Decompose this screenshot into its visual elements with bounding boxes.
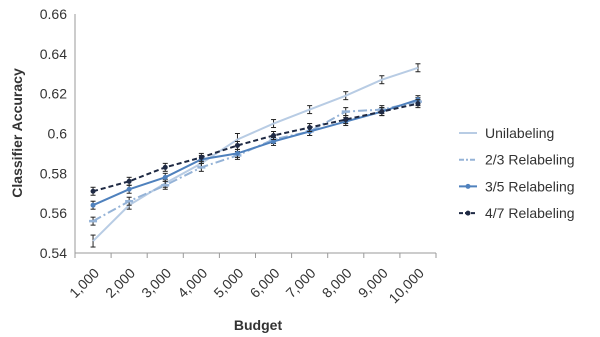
y-tick-label: 0.56 [40,205,67,221]
data-point [307,125,313,131]
x-tick-label: 8,000 [319,265,355,301]
y-tick-label: 0.62 [40,86,67,102]
y-tick-label: 0.66 [40,6,67,22]
x-tick-labels: 1,000 2,000 3,000 4,000 5,000 6,000 7,000 8,000… [66,253,437,307]
x-tick-label: 5,000 [210,265,246,301]
x-axis-title: Budget [234,317,283,333]
legend-item: 4/7 Relabeling [459,205,575,221]
data-point [162,174,168,180]
data-point [198,154,204,160]
axes [74,14,436,254]
data-point [234,150,240,156]
data-point [162,164,168,170]
legend: Unilabeling 2/3 Relabeling 3/5 Relabeling 4… [459,125,575,221]
x-tick-label: 3,000 [138,265,174,301]
series-1 [90,63,421,248]
legend-label: 2/3 Relabeling [485,152,575,168]
x-tick-label: 6,000 [247,265,283,301]
data-point [90,202,96,208]
data-point [415,101,421,107]
series-4 [90,99,421,196]
x-tick-label: 10,000 [385,265,427,307]
data-point [379,109,385,115]
data-point [126,186,132,192]
legend-marker [465,183,471,189]
data-point [126,178,132,184]
y-tick-label: 0.58 [40,165,67,181]
series-layer [89,63,422,248]
x-tick-label: 2,000 [102,265,138,301]
y-axis-title: Classifier Accuracy [9,68,25,198]
x-tick-label: 4,000 [174,265,210,301]
legend-marker [465,210,471,216]
legend-item: 3/5 Relabeling [459,178,575,194]
y-tick-label: 0.64 [40,46,67,62]
series-3 [90,95,421,210]
y-tick-label: 0.54 [40,245,67,261]
legend-label: 4/7 Relabeling [485,205,575,221]
legend-item: 2/3 Relabeling [459,152,575,168]
y-tick-label: 0.6 [48,126,68,142]
series-line [92,98,419,207]
series-line [92,66,419,242]
series-2 [89,97,422,226]
series-line [92,102,419,193]
data-point [90,188,96,194]
legend-item: Unilabeling [459,125,554,141]
data-point [234,142,240,148]
legend-label: Unilabeling [485,125,554,141]
data-point [271,138,277,144]
series-line [92,100,419,223]
data-point [271,132,277,138]
x-tick-label: 7,000 [283,265,319,301]
data-point [343,117,349,123]
x-tick-label: 1,000 [66,265,102,301]
legend-label: 3/5 Relabeling [485,178,575,194]
y-tick-labels: 0.54 0.56 0.58 0.6 0.62 0.64 0.66 [40,6,67,261]
